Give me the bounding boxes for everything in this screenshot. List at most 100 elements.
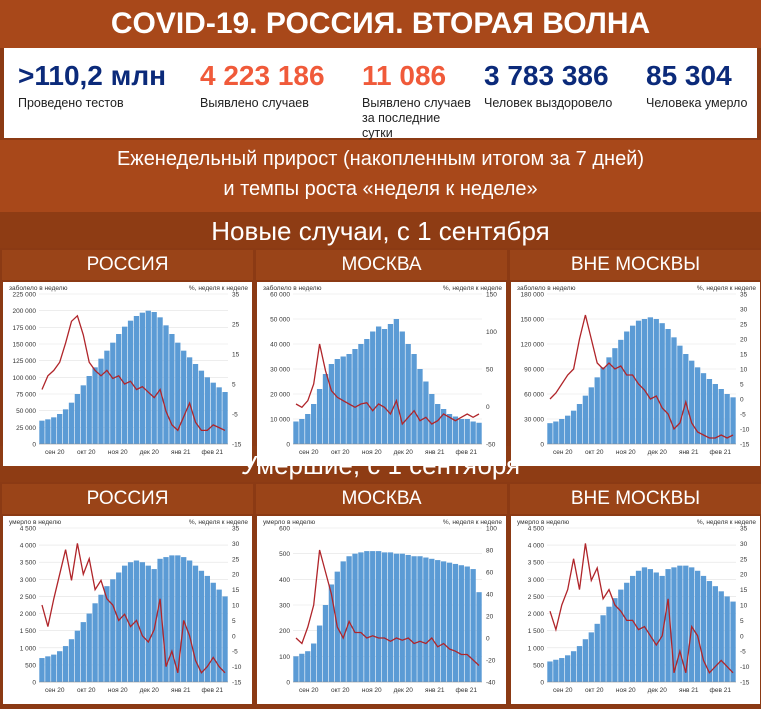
y-tick-label: 300 [279, 603, 290, 610]
bar [647, 317, 654, 444]
x-tick-label: сен 20 [553, 449, 573, 456]
right-axis-label: %, неделя к неделе [189, 519, 248, 526]
bar [718, 389, 724, 444]
y-tick-label: 4 500 [20, 526, 37, 533]
bar [51, 654, 57, 682]
y2-tick-label: 10 [740, 603, 748, 610]
stat-value: 85 304 [646, 60, 732, 91]
y2-tick-label: 35 [232, 292, 240, 299]
bar [80, 622, 86, 682]
bar [51, 417, 57, 444]
y2-tick-label: -15 [740, 442, 750, 449]
bar [553, 421, 559, 444]
bar [311, 404, 317, 444]
bar [346, 354, 352, 444]
y-tick-label: 2 000 [20, 611, 37, 618]
chart-panel: МОСКВА [256, 484, 507, 514]
x-tick-label: ноя 20 [108, 449, 128, 456]
y2-tick-label: 100 [486, 329, 497, 336]
x-tick-label: окт 20 [77, 687, 96, 694]
bar [98, 358, 104, 444]
bar [641, 567, 648, 682]
y2-tick-label: 40 [486, 592, 494, 599]
bar [370, 331, 376, 444]
x-tick-label: фев 21 [710, 687, 732, 694]
bar [618, 339, 624, 444]
stat-deaths: 85 304 Человека умерло [646, 60, 747, 111]
bar [45, 419, 51, 444]
stat-label: Человека умерло [646, 96, 748, 110]
bar [588, 632, 594, 682]
bar [151, 569, 157, 682]
y-tick-label: 500 [25, 662, 36, 669]
stats-panel: >110,2 млн Проведено тестов 4 223 186 Вы… [4, 48, 757, 140]
bar [169, 334, 175, 444]
bar [405, 344, 411, 444]
y-tick-label: 1 000 [20, 645, 37, 652]
bar [476, 592, 482, 682]
bar [624, 582, 630, 682]
bar [706, 581, 713, 682]
y-tick-label: 120 000 [521, 342, 545, 349]
y-tick-label: 30 000 [270, 367, 290, 374]
bar [570, 410, 577, 444]
right-axis-label: %, неделя к неделе [697, 285, 756, 292]
y2-tick-label: 5 [740, 382, 744, 389]
bar [181, 557, 187, 682]
bar [121, 326, 128, 444]
bar [446, 414, 453, 444]
chart-panel-title: РОССИЯ [2, 250, 253, 280]
y2-tick-label: 80 [486, 548, 494, 555]
bar [464, 566, 470, 682]
stat-label: Выявлено случаев за последние сутки [362, 96, 471, 140]
bar [293, 421, 299, 444]
y-tick-label: 400 [279, 577, 290, 584]
bar [293, 656, 299, 682]
bar [198, 570, 205, 682]
bar [606, 357, 612, 444]
x-tick-label: ноя 20 [362, 687, 382, 694]
chart-svg: умерло в неделю%, неделя к неделе0100200… [263, 519, 502, 694]
bar [364, 551, 370, 682]
bar [62, 409, 69, 444]
y-tick-label: 2 000 [528, 611, 545, 618]
x-tick-label: ноя 20 [362, 449, 382, 456]
bar [582, 395, 589, 444]
bar [39, 658, 45, 682]
bar [364, 339, 370, 444]
bar [121, 565, 128, 682]
bar [600, 367, 606, 444]
bar [204, 575, 210, 682]
chart-svg: заболело в неделю %, неделя к неделе 0 30 0… [517, 284, 756, 456]
bar [665, 569, 671, 682]
bar [594, 377, 600, 444]
chart-panel-title: МОСКВА [256, 250, 507, 280]
growth-line [549, 543, 734, 674]
bar [92, 367, 98, 444]
y-tick-label: 500 [533, 662, 544, 669]
bar [169, 555, 175, 682]
right-axis-label: %, неделя к неделе [189, 285, 248, 292]
left-axis-label: заболело в неделю [517, 284, 576, 292]
chart-panel: РОССИЯ [2, 484, 253, 514]
chart-svg: заболело в неделю %, неделя к неделе 0 25 0… [9, 284, 248, 456]
x-tick-label: фев 21 [202, 449, 224, 456]
bar [316, 389, 323, 444]
chart-svg: умерло в неделю %, неделя к неделе 0 500 1 0… [517, 519, 756, 694]
y2-tick-label: 100 [486, 526, 497, 533]
section-cases-title: Новые случаи, с 1 сентября [0, 212, 761, 248]
bar [299, 419, 305, 444]
y-tick-label: 0 [32, 680, 36, 687]
y-tick-label: 25 000 [16, 425, 36, 432]
bar [358, 344, 364, 444]
chart-plot: умерло в неделю %, неделя к неделе 0 500 1 0… [3, 516, 252, 704]
subtitle-line-2: и темпы роста «неделя к неделе» [223, 178, 538, 200]
chart-panel: ВНЕ МОСКВЫ [510, 484, 761, 514]
bar [576, 646, 583, 682]
bar [423, 381, 429, 444]
bar [358, 552, 364, 682]
x-tick-label: окт 20 [331, 687, 350, 694]
chart-panel-title: ВНЕ МОСКВЫ [510, 484, 761, 514]
bar [328, 584, 335, 682]
stat-value: 11 086 [362, 60, 447, 91]
